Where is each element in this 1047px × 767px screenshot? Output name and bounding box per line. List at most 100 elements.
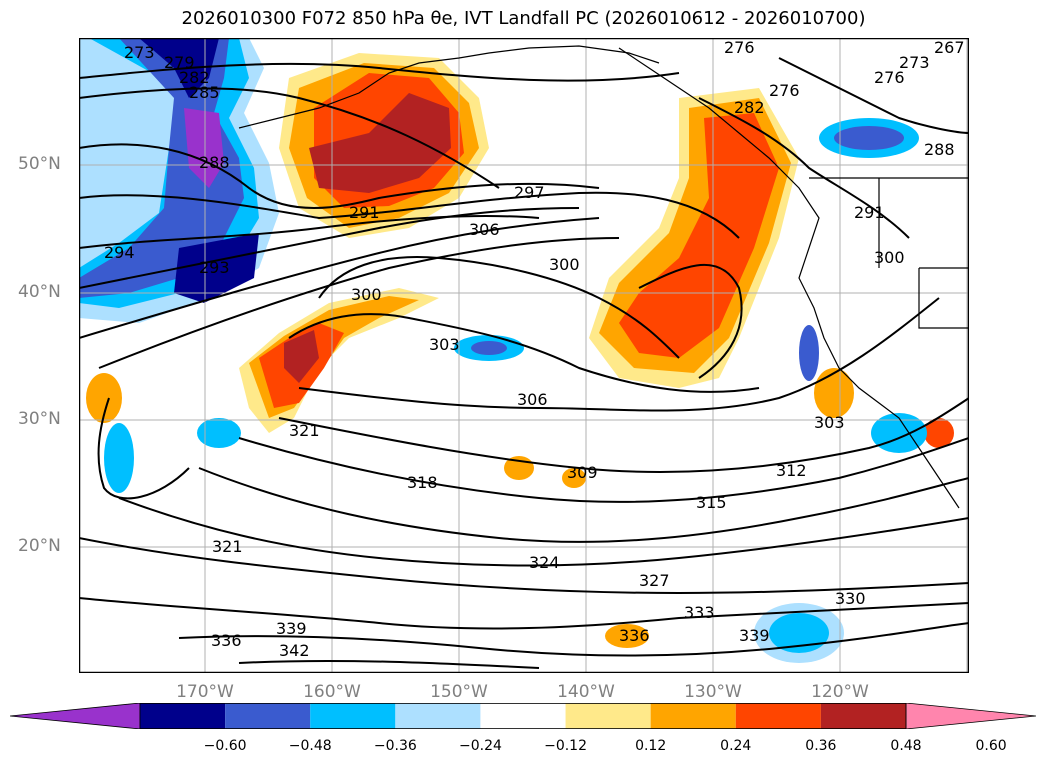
colorbar-segment [480, 703, 566, 729]
contour-line [98, 237, 620, 369]
contour-line [778, 57, 969, 134]
coastlines [238, 45, 969, 509]
contour-label: 297 [514, 183, 545, 202]
contour-label: 300 [549, 255, 580, 274]
contour-line [79, 143, 600, 209]
contour-label: 306 [469, 220, 500, 239]
lon-label-120w: 120°W [811, 682, 869, 702]
colorbar-segment [650, 703, 736, 729]
positive-blob-5 [605, 624, 649, 648]
contour-line [238, 437, 969, 503]
colorbar-tick-label: 0.48 [890, 738, 922, 754]
lon-label-160w: 160°W [303, 682, 361, 702]
colorbar-segment [820, 703, 906, 729]
colorbar-extend-low [10, 703, 141, 729]
contour-label: 339 [276, 619, 307, 638]
map-border [79, 38, 969, 673]
colorbar-tick-label: 0.24 [720, 738, 752, 754]
contour-label: 309 [567, 463, 598, 482]
contour-label: 276 [874, 68, 905, 87]
colorbar-tick-label: 0.12 [635, 738, 667, 754]
contour-line [79, 191, 740, 239]
lat-label-40: 40°N [18, 282, 61, 302]
contour-label: 279 [164, 53, 195, 72]
contour-line [79, 62, 680, 82]
colorbar-segment [310, 703, 396, 729]
contours [79, 57, 969, 669]
contour-label: 315 [696, 493, 727, 512]
positive-blob-4 [562, 468, 586, 488]
negative-field-nw-deep [79, 38, 244, 298]
contour-label: 330 [835, 589, 866, 608]
lat-label-50: 50°N [18, 154, 61, 174]
lon-label-140w: 140°W [557, 682, 615, 702]
colorbar-tick-label: −0.48 [288, 738, 332, 754]
contour-line [298, 297, 940, 412]
colorbar-extend-high [905, 703, 1036, 729]
contour-labels: 273 279 282 285 288 294 293 291 297 306 … [104, 38, 965, 660]
contour-label: 339 [739, 626, 770, 645]
contour-label: 300 [351, 285, 382, 304]
contour-line [278, 397, 969, 473]
contour-label: 324 [529, 553, 560, 572]
contour-line [118, 497, 969, 567]
contour-line [79, 537, 969, 595]
colorbar-segment [735, 703, 821, 729]
contour-label: 342 [279, 641, 310, 660]
contour-label: 288 [924, 140, 955, 159]
negative-blob-2-core [834, 126, 904, 150]
negative-blob-6 [104, 423, 134, 493]
positive-blob-2 [924, 418, 954, 448]
colorbar-tick-label: −0.24 [458, 738, 502, 754]
positive-blob-6 [86, 373, 122, 423]
contour-label: 288 [199, 153, 230, 172]
contour-line [318, 256, 680, 359]
contour-label: 303 [814, 413, 845, 432]
colorbar-tick-label: 0.60 [975, 738, 1007, 754]
colorbar-tick-label: −0.36 [373, 738, 417, 754]
alaska-coast [238, 45, 660, 129]
colorbar [10, 703, 1036, 729]
contour-label: 327 [639, 571, 670, 590]
contour-line [698, 97, 910, 239]
positive-blob-1 [814, 368, 854, 418]
contour-line [178, 622, 969, 657]
contour-label: 282 [734, 98, 765, 117]
negative-blob-1-core [471, 341, 507, 355]
negative-blob-5 [799, 325, 819, 381]
colorbar-segment [140, 703, 226, 729]
map-plot: 273 279 282 285 288 294 293 291 297 306 … [79, 38, 969, 673]
contour-line [238, 659, 540, 669]
negative-field-nw-purple [184, 108, 224, 188]
contour-label: 333 [684, 603, 715, 622]
contour-label: 300 [874, 248, 905, 267]
contour-label: 285 [189, 83, 220, 102]
positive-field-ne-red [619, 113, 779, 358]
contour-label: 291 [854, 203, 885, 222]
colorbar-tick-label: 0.36 [805, 738, 837, 754]
colorbar-tick-label: −0.12 [544, 738, 587, 754]
negative-blob-4 [197, 418, 241, 448]
contour-label: 282 [179, 68, 210, 87]
state-border-3 [918, 268, 969, 329]
map-title: 2026010300 F072 850 hPa θe, IVT Landfall… [181, 8, 866, 29]
contour-label: 321 [212, 537, 243, 556]
lon-label-150w: 150°W [430, 682, 488, 702]
colorbar-segment [225, 703, 311, 729]
contour-line [97, 397, 190, 500]
contour-label: 276 [769, 81, 800, 100]
contour-label: 306 [517, 390, 548, 409]
positive-field-goa-dark [309, 93, 451, 193]
shaded-fields [79, 38, 954, 663]
gridlines [79, 38, 969, 673]
colorbar-segment [395, 703, 481, 729]
contour-line [79, 207, 580, 289]
contour-label: 303 [429, 335, 460, 354]
lat-label-20: 20°N [18, 536, 61, 556]
contour-label: 318 [407, 473, 438, 492]
contour-label: 312 [776, 461, 807, 480]
contour-label: 336 [619, 626, 650, 645]
contour-line [638, 263, 743, 379]
contour-label: 336 [211, 631, 242, 650]
contour-label: 273 [899, 53, 930, 72]
